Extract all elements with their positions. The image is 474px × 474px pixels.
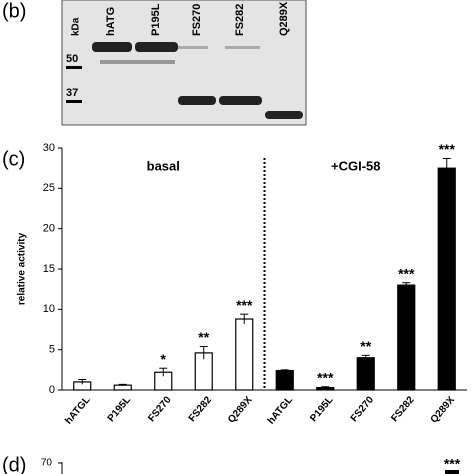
significance: *** — [444, 456, 461, 472]
band — [178, 46, 208, 49]
panel-label: (c) — [2, 148, 25, 170]
band — [265, 111, 303, 119]
lane-label: FS270 — [191, 4, 203, 36]
bar — [397, 284, 416, 391]
bar — [356, 357, 375, 391]
axis-title: relative activity — [17, 232, 28, 305]
x-tick-label: FS282 — [187, 394, 215, 424]
significance: ** — [198, 329, 209, 345]
significance: *** — [317, 369, 334, 385]
bar — [275, 370, 294, 391]
significance: * — [161, 351, 167, 367]
bar — [437, 167, 456, 391]
y-tick-label: 25 — [43, 182, 55, 194]
x-tick-label: FS270 — [146, 394, 174, 424]
significance: *** — [398, 265, 415, 281]
lane-label: P195L — [150, 3, 162, 36]
lane-label: FS282 — [234, 4, 246, 36]
units-label: kDa — [71, 17, 82, 36]
x-tick-label: FS282 — [389, 394, 417, 424]
x-tick-label: P195L — [308, 395, 335, 425]
y-tick-label: 20 — [43, 223, 55, 235]
marker-bar — [66, 66, 82, 69]
y-tick-label: 70 — [41, 458, 53, 469]
band — [178, 96, 216, 105]
y-tick-label: 10 — [43, 303, 55, 315]
group-label: +CGI-58 — [331, 158, 381, 173]
y-tick-label: 30 — [43, 142, 55, 154]
panel-label: (b) — [2, 0, 26, 22]
lane-label: hATG — [105, 7, 117, 36]
x-tick-label: Q289X — [429, 394, 458, 425]
significance: *** — [236, 297, 253, 313]
panel-label: (d) — [2, 454, 26, 474]
bar-top — [445, 470, 459, 474]
y-tick-label: 5 — [49, 344, 55, 356]
blot — [61, 0, 307, 126]
band — [100, 60, 175, 64]
band — [225, 46, 260, 49]
band — [92, 42, 132, 52]
x-tick-label: P195L — [106, 395, 133, 425]
group-label: basal — [147, 158, 180, 173]
marker-label: 50 — [66, 53, 78, 65]
lane-label: Q289X — [278, 1, 290, 36]
x-tick-label: Q289X — [226, 394, 255, 425]
band — [135, 42, 178, 52]
band — [219, 96, 262, 105]
marker-label: 37 — [66, 87, 78, 99]
x-tick-label: hATGL — [63, 395, 92, 427]
y-tick-label: 0 — [49, 384, 55, 396]
x-tick-label: FS270 — [349, 394, 377, 424]
x-tick-label: hATGL — [266, 395, 295, 427]
significance: *** — [439, 141, 456, 157]
significance: ** — [360, 338, 371, 354]
bar — [235, 318, 254, 391]
y-tick-label: 15 — [43, 263, 55, 275]
marker-bar — [66, 100, 82, 103]
